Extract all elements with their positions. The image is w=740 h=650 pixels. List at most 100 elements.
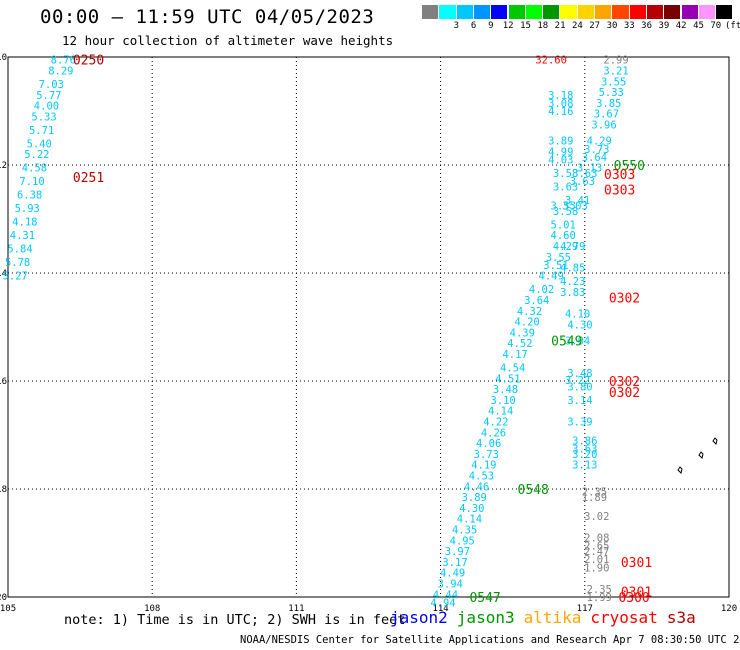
lat-tick-label: 14 <box>0 269 7 279</box>
wave-height-value: 8.29 <box>48 66 73 78</box>
legend-swatch <box>664 5 682 19</box>
wave-height-value: 5.71 <box>29 125 54 137</box>
wave-height-value: 4.60 <box>551 230 576 242</box>
legend-label: 3 <box>453 21 459 31</box>
wave-height-value: 3.48 <box>567 368 592 380</box>
wave-height-value: 4.51 <box>495 373 520 385</box>
wave-height-value: 4.85 <box>560 263 585 275</box>
wave-height-value: 2.35 <box>587 584 612 596</box>
legend-swatch <box>698 5 717 19</box>
legend-label: 45 <box>693 21 704 31</box>
wave-height-value: 3.64 <box>582 152 607 164</box>
wave-height-value: 4.06 <box>476 438 501 450</box>
wave-height-value: 4.26 <box>481 427 506 439</box>
wave-height-value: 4.14 <box>457 514 482 526</box>
wave-height-value: 3.89 <box>462 492 487 504</box>
note-text: note: 1) Time is in UTC; 2) SWH is in fe… <box>64 612 406 628</box>
legend-label: 18 <box>537 21 549 31</box>
wave-height-value: 5.77 <box>36 90 61 102</box>
wave-height-value: 3.21 <box>603 66 628 78</box>
wave-height-value: 5.84 <box>7 244 32 256</box>
lat-tick-label: 16 <box>0 377 7 387</box>
lat-tick-label: 10 <box>0 53 7 63</box>
island-outline <box>698 451 704 459</box>
wave-height-value: 3.55 <box>601 76 626 88</box>
wave-height-value: 3.04 <box>565 336 590 348</box>
legend-swatch <box>525 5 544 19</box>
wave-height-value: 5.01 <box>551 219 576 231</box>
wave-height-value: 4.49 <box>539 271 564 283</box>
wave-height-value: 3.96 <box>591 120 616 132</box>
island-outline <box>712 437 718 445</box>
wave-height-value: 4.17 <box>502 349 527 361</box>
wave-height-value: 4.54 <box>500 363 525 375</box>
wave-height-value: 3.85 <box>596 98 621 110</box>
wave-height-value: 2.08 <box>584 533 609 545</box>
pass-time-label: 0550 <box>614 159 645 174</box>
island-outline <box>677 466 683 474</box>
legend-label: 24 <box>571 21 583 31</box>
wave-height-value: 6.38 <box>17 190 42 202</box>
wave-height-value: 4.32 <box>517 306 542 318</box>
wave-height-value: 3.63 <box>572 168 597 180</box>
wave-height-value: 1.99 <box>587 592 612 604</box>
wave-height-value: 4.30 <box>459 503 484 515</box>
wave-height-value: 3.55 <box>551 201 576 213</box>
wave-height-value: 5.33 <box>31 111 56 123</box>
lon-tick-label: 111 <box>288 604 304 614</box>
legend-label: 27 <box>589 21 601 31</box>
legend-swatch <box>422 5 440 19</box>
wave-height-value: 2.65 <box>584 541 609 553</box>
legend-swatch <box>543 5 561 19</box>
lon-tick-label: 108 <box>144 604 160 614</box>
wave-height-value: 3.73 <box>474 449 499 461</box>
wave-height-value: 32.60 <box>535 55 567 67</box>
lat-tick-label: 18 <box>0 485 7 495</box>
wave-height-value: 4.14 <box>488 406 513 418</box>
wave-height-value: 3.97 <box>445 546 470 558</box>
wave-height-value: 3.80 <box>567 381 592 393</box>
wave-height-value: 4.16 <box>548 106 573 118</box>
pass-time-label: 0301 <box>621 586 652 601</box>
legend-label: 36 <box>641 21 653 31</box>
satellite-legend: jason2 jason3 altika cryosat s3a <box>390 608 705 627</box>
wave-height-value: 5.40 <box>27 138 52 150</box>
legend-swatch <box>456 5 474 19</box>
legend-swatch <box>473 5 492 19</box>
legend-label: 21 <box>554 21 566 31</box>
wave-height-value: 3.18 <box>548 90 573 102</box>
wave-height-value: 4.99 <box>548 147 573 159</box>
pass-time-label: 0250 <box>73 54 104 69</box>
wave-height-value: 4.00 <box>34 101 59 113</box>
wave-height-value: 4.19 <box>471 460 496 472</box>
legend-swatch <box>629 5 647 19</box>
wave-height-value: 4.29 <box>553 241 578 253</box>
lon-tick-label: 117 <box>577 604 593 614</box>
legend-swatch <box>646 5 665 19</box>
wave-height-value: 5.33 <box>599 87 624 99</box>
pass-time-label: 0303 <box>604 168 635 183</box>
wave-height-value: 3.13 <box>577 163 602 175</box>
pass-time-label: 0301 <box>621 556 652 571</box>
wave-height-value: 3.10 <box>490 395 515 407</box>
chart-title: 00:00 – 11:59 UTC 04/05/2023 <box>40 6 375 28</box>
wave-height-value: 4.44 <box>433 589 458 601</box>
wave-height-value: 3.08 <box>548 98 573 110</box>
wave-height-value: 3.48 <box>493 384 518 396</box>
wave-height-value: 3.03 <box>563 201 588 213</box>
wave-height-value: 4.03 <box>548 155 573 167</box>
wave-height-value: 3.39 <box>567 417 592 429</box>
wave-height-value: 3.64 <box>524 295 549 307</box>
legend-swatch <box>491 5 509 19</box>
wave-height-value: 3.14 <box>567 395 592 407</box>
wave-height-value: 4.10 <box>565 309 590 321</box>
legend-label: 30 <box>606 21 618 31</box>
wave-height-value: 4.52 <box>507 338 532 350</box>
wave-height-value: 3.41 <box>565 195 590 207</box>
wave-height-value: 1.89 <box>582 492 607 504</box>
wave-height-value: 3.89 <box>548 136 573 148</box>
legend-swatch <box>716 5 734 19</box>
wave-height-value: 3.55 <box>546 252 571 264</box>
wave-height-value: 4.18 <box>12 217 37 229</box>
